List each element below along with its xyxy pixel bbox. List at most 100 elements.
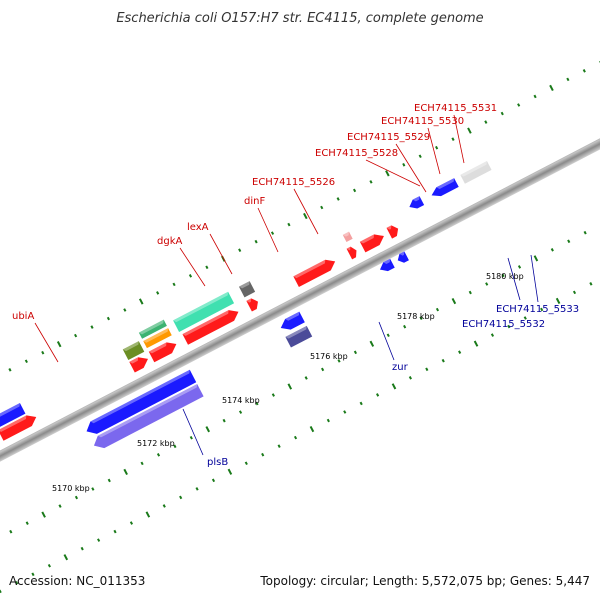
gene-label-ech74115-5529[interactable]: ECH74115_5529 (347, 132, 430, 143)
gene-arrow-rev-right-a[interactable] (407, 196, 425, 211)
gene-label-plsb[interactable]: plsB (207, 457, 228, 468)
feature-orange-bevel (143, 328, 169, 343)
scale-tick (107, 478, 111, 483)
gene-arrow-fwd-d[interactable] (293, 256, 338, 288)
callout-line-forward (34, 322, 59, 363)
scale-tick (287, 383, 293, 390)
gene-arrow-rev-right-b[interactable] (429, 178, 459, 200)
scale-tick (386, 333, 390, 338)
gene-arrow-rev-left-b[interactable] (0, 402, 26, 432)
scale-tick (303, 212, 308, 220)
scale-tick (408, 376, 412, 380)
gene-arrow-zur-body (280, 311, 305, 330)
scale-tick (156, 453, 161, 457)
gene-arrow-fwd-d-body (293, 259, 336, 288)
scale-tick (227, 468, 233, 475)
gene-arrow-plsb[interactable] (83, 369, 197, 438)
scale-tick (63, 554, 69, 561)
gene-label-ubia[interactable]: ubiA (12, 311, 34, 322)
scale-tick (517, 265, 522, 269)
gene-arrow-ech74115-5533[interactable] (395, 251, 409, 264)
scale-tick (435, 145, 439, 150)
scale-tick (304, 376, 308, 380)
gene-label-ech74115-5531[interactable]: ECH74115_5531 (414, 103, 497, 114)
callout-line-reverse (182, 408, 204, 456)
scale-label-5174: 5174 kbp (222, 396, 260, 405)
gene-label-dgka[interactable]: dgkA (157, 236, 182, 247)
scale-tick (74, 495, 79, 500)
scale-tick (418, 154, 422, 159)
gene-label-ech74115-5532[interactable]: ECH74115_5532 (462, 319, 545, 330)
feature-zur-rna[interactable] (285, 325, 313, 348)
gene-arrow-ech74115-5528[interactable] (346, 245, 360, 260)
scale-tick (172, 282, 176, 287)
gene-arrow-ubia[interactable] (0, 412, 39, 441)
gene-arrow-dinf[interactable] (182, 306, 241, 345)
scale-tick (425, 367, 429, 372)
scale-tick (41, 350, 45, 355)
gene-label-zur[interactable]: zur (392, 362, 409, 373)
gene-label-dinf[interactable]: dinF (244, 196, 265, 207)
feature-teal-bevel (173, 291, 229, 323)
scale-tick (326, 418, 330, 423)
feature-pink[interactable] (342, 231, 353, 242)
scale-tick (41, 511, 46, 518)
scale-tick (189, 435, 193, 440)
gene-arrow-ech74115-5531[interactable] (386, 223, 400, 239)
gene-arrow-ech74115-5526[interactable] (246, 296, 260, 312)
feature-gray-mid[interactable] (238, 281, 256, 298)
gene-arrow-ech74115-5530[interactable] (359, 231, 387, 253)
scale-tick (567, 239, 571, 244)
map-title: Escherichia coli O157:H7 str. EC4115, co… (116, 11, 483, 26)
scale-label-5180: 5180 kbp (486, 272, 524, 281)
gene-arrow-rev-right-a-body (409, 196, 425, 209)
scale-tick (320, 205, 324, 210)
scale-label-5172: 5172 kbp (137, 439, 175, 448)
gene-arrow-plsb-rna[interactable] (91, 383, 204, 452)
gene-arrow-zur[interactable] (278, 311, 305, 334)
gene-arrow-ubia-body (0, 415, 37, 441)
gene-arrow-ech74115-5532[interactable] (378, 258, 395, 274)
gene-arrow-ech74115-5532-bevel (383, 258, 391, 265)
scale-tick (352, 188, 357, 193)
scale-tick (156, 291, 160, 295)
feature-teal-body (173, 291, 235, 332)
gene-arrow-rev-right-b-bevel (436, 178, 455, 190)
gene-label-ech74115-5526[interactable]: ECH74115_5526 (252, 177, 335, 188)
callout-line-forward (257, 207, 279, 253)
gene-label-ech74115-5533[interactable]: ECH74115_5533 (496, 304, 579, 315)
scale-tick (14, 581, 19, 585)
callout-line-forward (365, 159, 421, 187)
scale-tick (403, 324, 407, 329)
gene-label-lexa[interactable]: lexA (187, 222, 209, 233)
gene-arrow-rev-right-b-body (431, 178, 459, 197)
feature-orange[interactable] (143, 328, 172, 349)
feature-teal[interactable] (173, 291, 235, 332)
scale-label-5170: 5170 kbp (52, 484, 90, 493)
scale-tick (501, 273, 505, 278)
scale-tick (74, 333, 78, 338)
callout-line-reverse (530, 254, 539, 303)
gene-arrow-rev-left-b-bevel (0, 402, 20, 420)
gene-label-ech74115-5528[interactable]: ECH74115_5528 (315, 148, 398, 159)
scale-tick (287, 222, 291, 227)
callout-line-forward (179, 247, 206, 287)
gene-arrow-fwd-c[interactable] (148, 339, 179, 363)
gene-label-ech74115-5530[interactable]: ECH74115_5530 (381, 116, 464, 127)
feature-green[interactable] (138, 319, 167, 339)
gene-arrow-ech74115-5530-bevel (359, 234, 375, 244)
scale-tick (485, 282, 489, 286)
feature-zur-rna-body (285, 325, 313, 348)
feature-light-gray[interactable] (460, 160, 492, 184)
callout-line-reverse (507, 257, 521, 301)
feature-olive[interactable] (122, 341, 145, 361)
gene-arrow-ech74115-5531-bevel (386, 225, 392, 230)
scale-tick (31, 572, 35, 577)
scale-tick (173, 444, 177, 449)
scale-tick (419, 316, 423, 320)
scale-tick (205, 426, 211, 433)
gene-arrow-dgka-b[interactable] (129, 354, 151, 373)
scale-tick (451, 137, 455, 141)
feature-olive-bevel (122, 341, 139, 352)
scale-tick (321, 367, 325, 372)
